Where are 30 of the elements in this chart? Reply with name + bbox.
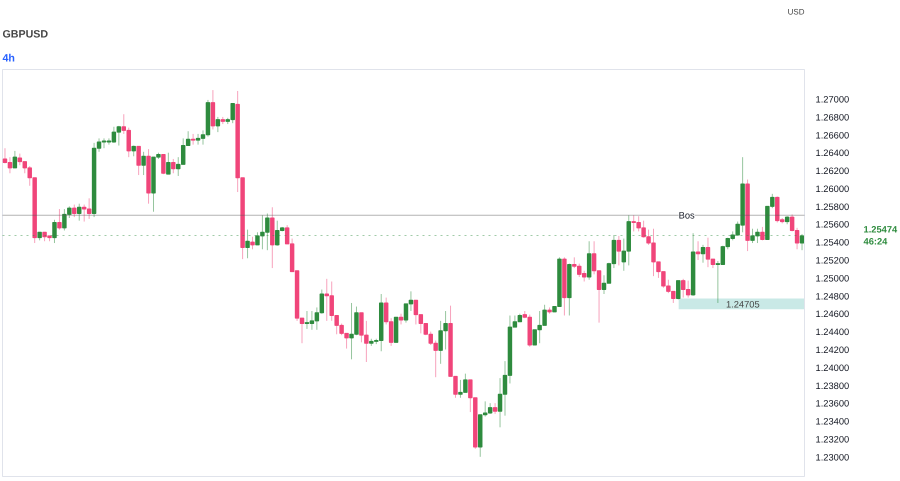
y-tick-label: 1.26200 [816, 166, 850, 176]
text: USD [788, 8, 805, 16]
candlestick [161, 154, 166, 175]
y-tick-label: 1.24400 [816, 327, 850, 338]
y-tick-label: 1.26800 [816, 112, 850, 122]
chart-subtitle: 4h [2, 52, 15, 64]
y-tick-label: 1.26600 [816, 130, 850, 140]
y-tick-label: 1.23200 [816, 434, 850, 444]
y-tick-label: 1.27000 [816, 94, 850, 105]
text: 46:24 [864, 236, 888, 247]
band-label: 1.24705 [726, 299, 760, 310]
candlestick [676, 280, 680, 300]
y-tick-label: 1.25000 [816, 273, 850, 284]
y-tick-label: 1.23600 [816, 398, 850, 409]
y-tick-label: 1.26000 [816, 184, 850, 194]
y-tick-label: 1.23800 [816, 380, 850, 391]
y-tick-label: 1.26400 [816, 148, 850, 158]
y-tick-label: 1.23000 [816, 452, 850, 462]
ref-line-label: Bos [678, 210, 696, 220]
y-tick-label: 1.25600 [816, 220, 850, 230]
y-tick-label: 1.23400 [816, 416, 850, 427]
y-tick-label: 1.24800 [816, 291, 850, 302]
y-tick-label: 1.25200 [816, 256, 850, 266]
y-tick-label: 1.25800 [816, 202, 850, 212]
y-tick-label: 1.25400 [816, 238, 850, 248]
y-tick-label: 1.24600 [816, 309, 850, 320]
y-tick-label: 1.24200 [816, 344, 850, 355]
y-tick-label: 1.24000 [816, 362, 850, 373]
ref-line-label: 1.25474 [864, 224, 898, 235]
chart-title: GBPUSD [2, 28, 48, 40]
